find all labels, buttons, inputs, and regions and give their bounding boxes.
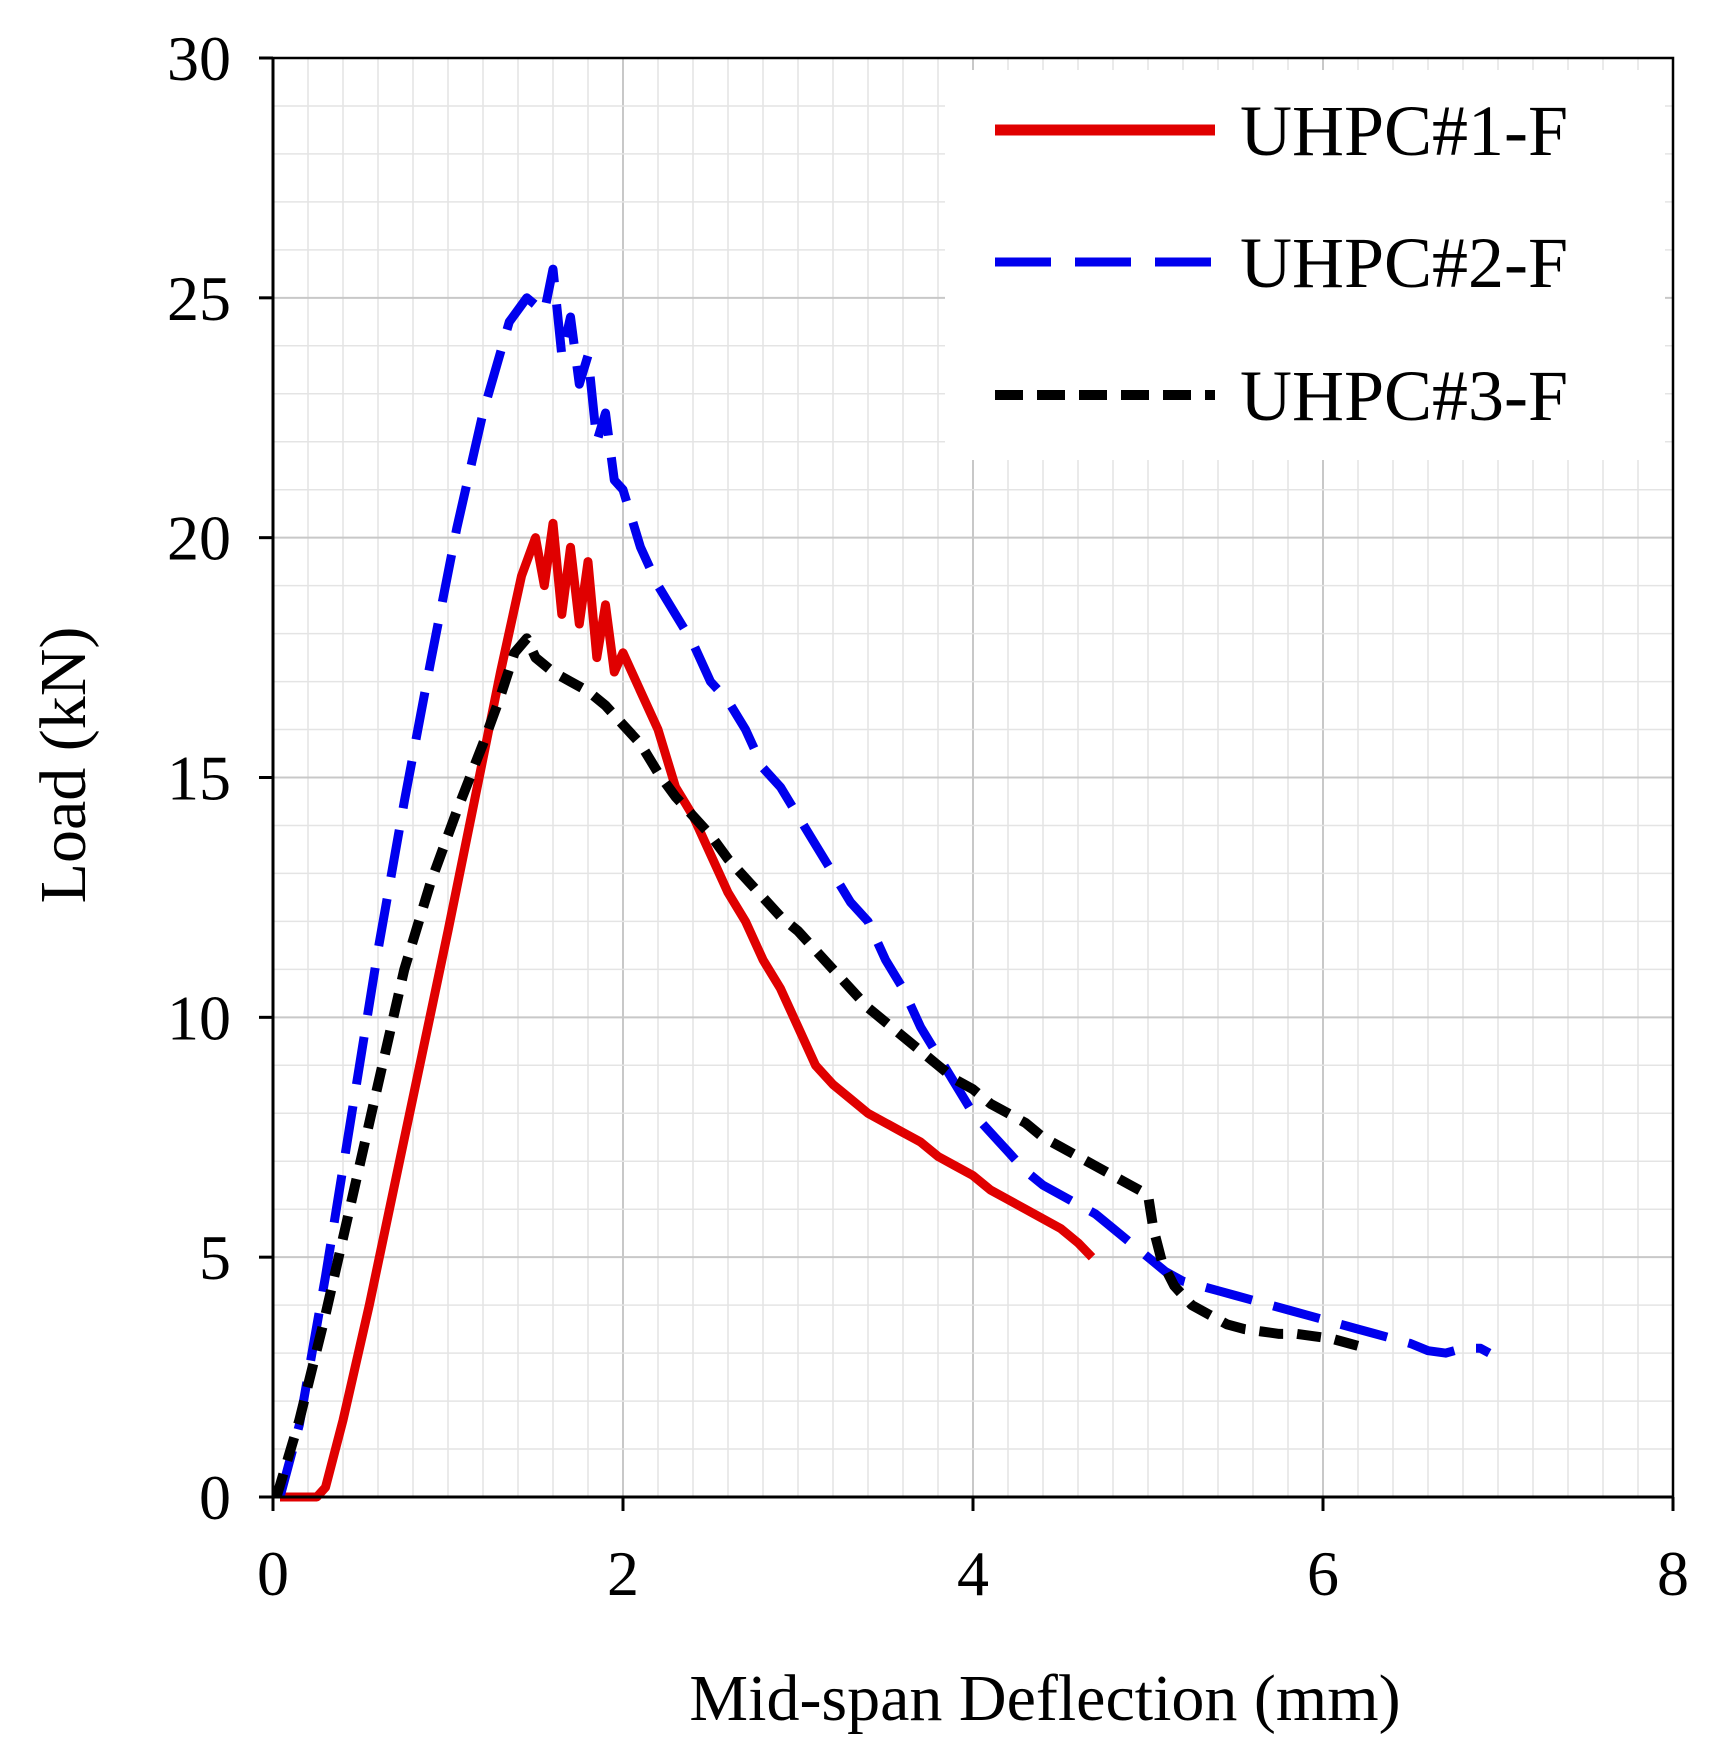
legend: UHPC#1-F UHPC#2-F UHPC#3-F bbox=[945, 70, 1665, 460]
legend-label-uhpc2: UHPC#2-F bbox=[1240, 223, 1568, 303]
axes bbox=[259, 56, 1675, 1511]
x-axis-title: Mid-span Deflection (mm) bbox=[689, 1662, 1400, 1735]
legend-label-uhpc1: UHPC#1-F bbox=[1240, 91, 1568, 171]
x-tick-label: 4 bbox=[957, 1538, 989, 1609]
legend-entry-1: UHPC#1-F bbox=[995, 91, 1568, 171]
y-tick-label: 0 bbox=[199, 1462, 231, 1533]
x-tick-label: 0 bbox=[257, 1538, 289, 1609]
y-axis-title: Load (kN) bbox=[27, 627, 100, 904]
series-lines bbox=[271, 264, 1492, 1502]
y-tick-label: 25 bbox=[167, 263, 231, 334]
series-line-3 bbox=[271, 633, 1369, 1499]
y-tick-label: 10 bbox=[167, 982, 231, 1053]
y-tick-label: 20 bbox=[167, 503, 231, 574]
y-tick-label: 15 bbox=[167, 743, 231, 814]
y-tick-label: 30 bbox=[167, 23, 231, 94]
legend-label-uhpc3: UHPC#3-F bbox=[1240, 356, 1568, 436]
series-line-1 bbox=[280, 518, 1096, 1502]
x-tick-label: 6 bbox=[1307, 1538, 1339, 1609]
grid bbox=[272, 57, 1674, 1498]
y-tick-label: 5 bbox=[199, 1222, 231, 1293]
tick-labels: 0 2 4 6 8 0 5 10 15 20 25 30 bbox=[167, 23, 1689, 1609]
legend-entry-2: UHPC#2-F bbox=[995, 223, 1568, 303]
series-line-2 bbox=[275, 264, 1492, 1499]
legend-entry-3: UHPC#3-F bbox=[995, 356, 1568, 436]
x-tick-label: 2 bbox=[607, 1538, 639, 1609]
x-tick-label: 8 bbox=[1657, 1538, 1689, 1609]
